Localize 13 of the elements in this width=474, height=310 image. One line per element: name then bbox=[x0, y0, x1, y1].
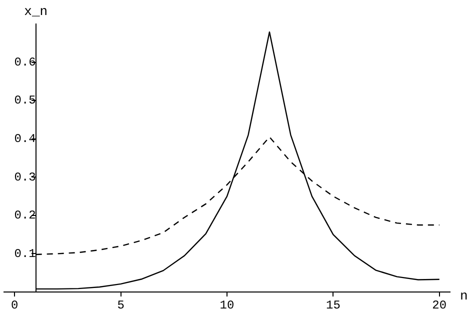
x-tick-label: 0 bbox=[11, 298, 18, 310]
x-tick-label: 10 bbox=[220, 298, 234, 310]
y-tick-label: 0.4 bbox=[14, 132, 36, 146]
x-tick-label: 5 bbox=[117, 298, 124, 310]
x-axis-title: n bbox=[460, 288, 468, 304]
y-tick-label: 0.1 bbox=[14, 246, 36, 261]
x-tick-label: 15 bbox=[326, 298, 340, 310]
x-tick-label: 20 bbox=[432, 298, 447, 310]
y-tick-label: 0.5 bbox=[14, 94, 36, 108]
y-axis-title: x_n bbox=[24, 4, 48, 19]
y-tick-label: 0.3 bbox=[14, 170, 36, 184]
y-tick-label: 0.6 bbox=[14, 55, 36, 70]
y-tick-label: 0.2 bbox=[14, 208, 36, 223]
